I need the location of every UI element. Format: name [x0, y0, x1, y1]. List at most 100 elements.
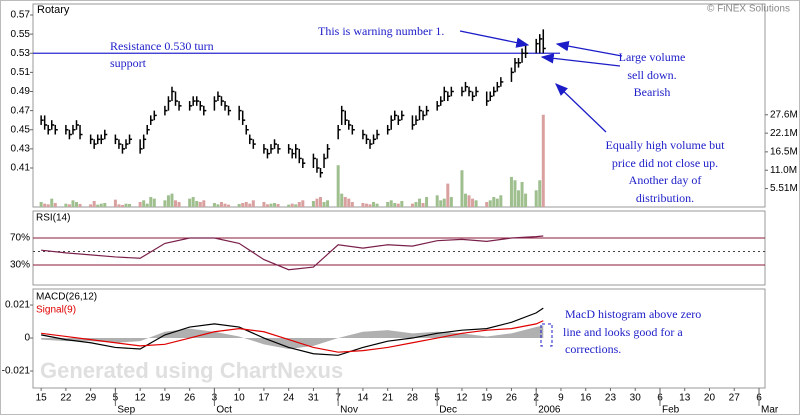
volume-bar — [524, 193, 528, 207]
volume-bar — [219, 201, 223, 207]
volume-bar — [223, 203, 227, 207]
volume-bar — [368, 204, 372, 207]
volume-bar — [78, 203, 82, 207]
x-tick-label: 19 — [481, 393, 493, 404]
volume-bar — [195, 200, 199, 207]
volume-bar — [287, 204, 291, 207]
annotation: Bearish — [634, 85, 671, 99]
volume-bar — [421, 202, 425, 207]
volume-bar — [152, 198, 156, 207]
annotation: Resistance 0.530 turn — [110, 39, 214, 53]
x-tick-label: 16 — [580, 393, 592, 404]
volume-bar — [343, 196, 347, 207]
volume-bar — [318, 196, 322, 207]
volume-bar — [96, 204, 100, 207]
volume-bar — [177, 201, 181, 207]
volume-bar — [198, 201, 202, 207]
month-label: Oct — [216, 405, 232, 415]
month-label: Dec — [439, 405, 457, 415]
x-tick-label: 15 — [36, 393, 48, 404]
volume-bar — [474, 200, 478, 207]
x-tick-label: 22 — [60, 393, 72, 404]
volume-bar — [120, 204, 124, 207]
y-tick-label: 0 — [24, 333, 30, 344]
volume-bar — [414, 201, 418, 207]
volume-bar — [149, 196, 153, 207]
y2-tick-label: 5.51M — [770, 183, 798, 194]
volume-bar — [541, 114, 545, 207]
volume-bar — [350, 201, 354, 207]
volume-bar — [467, 195, 471, 207]
arrow — [555, 41, 623, 57]
x-tick-label: 9 — [558, 393, 564, 404]
annotation: sell down. — [627, 68, 676, 82]
y2-tick-label: 22.1M — [770, 128, 798, 139]
volume-bar — [138, 201, 142, 207]
y-tick-label: 0.45 — [11, 124, 31, 135]
volume-bar — [265, 204, 269, 207]
volume-bar — [315, 198, 319, 207]
volume-bar — [237, 203, 241, 207]
volume-bar — [364, 203, 368, 207]
volume-bar — [336, 165, 340, 207]
x-tick-label: 29 — [85, 393, 97, 404]
volume-bar — [375, 203, 379, 207]
volume-bar — [538, 180, 542, 207]
x-tick-label: 17 — [258, 393, 270, 404]
volume-bar — [534, 190, 538, 207]
volume-bar — [128, 203, 132, 207]
annotation: MacD histogram above zero — [565, 307, 701, 321]
volume-bar — [103, 202, 107, 207]
volume-bar — [269, 203, 273, 207]
bracket — [540, 323, 553, 347]
panel-title: RSI(14) — [36, 213, 70, 224]
volume-bar — [463, 193, 467, 207]
y-tick-label: 30% — [10, 260, 30, 271]
volume-bar — [290, 203, 294, 207]
rsi-panel — [32, 210, 766, 286]
volume-bar — [425, 196, 429, 207]
legend-entry: Signal(9) — [36, 305, 76, 316]
volume-bar — [43, 203, 47, 207]
arrow — [540, 53, 621, 67]
x-tick-label: 23 — [605, 393, 617, 404]
volume-bar — [400, 200, 404, 207]
volume-bar — [276, 203, 280, 207]
volume-bar — [347, 198, 351, 207]
x-tick-label: 26 — [506, 393, 518, 404]
volume-bar — [145, 203, 149, 207]
volume-bar — [248, 203, 252, 207]
volume-bar — [64, 203, 68, 207]
x-tick-label: 30 — [630, 393, 642, 404]
annotation: Large volume — [619, 50, 686, 64]
volume-bar — [439, 200, 443, 207]
series-line — [41, 307, 544, 356]
volume-bar — [174, 200, 178, 207]
volume-bar — [39, 201, 43, 207]
volume-bar — [449, 196, 453, 207]
volume-bar — [297, 201, 301, 207]
volume-bar — [495, 198, 499, 207]
volume-bar — [241, 202, 245, 207]
volume-bar — [396, 203, 400, 207]
volume-bar — [389, 200, 393, 207]
plot: 0.41 0.43 0.45 0.47 0.49 0.51 0.53 0.55 0.57 5.51… — [2, 10, 798, 415]
x-tick-label: 27 — [729, 393, 741, 404]
volume-bar — [509, 176, 513, 207]
volume-bar — [520, 181, 524, 207]
series-line — [41, 235, 544, 271]
y-tick-label: 0.57 — [11, 10, 31, 21]
volume-bar — [212, 202, 216, 207]
y-tick-label: 0.55 — [11, 29, 31, 40]
series-line — [41, 320, 544, 353]
annotation: corrections. — [565, 342, 621, 356]
volume-bar — [50, 198, 54, 207]
y-tick-label: 0.41 — [11, 163, 31, 174]
volume-bar — [446, 183, 450, 207]
annotation: distribution. — [636, 191, 694, 205]
volume-bar — [517, 190, 521, 207]
month-label: Nov — [340, 405, 358, 415]
annotation: Equally high volume but — [606, 138, 726, 152]
volume-bar — [322, 201, 326, 207]
